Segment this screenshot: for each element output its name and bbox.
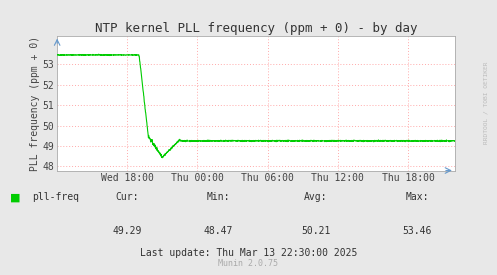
Text: 49.29: 49.29 (112, 226, 142, 235)
Text: 48.47: 48.47 (204, 226, 234, 235)
Text: Last update: Thu Mar 13 22:30:00 2025: Last update: Thu Mar 13 22:30:00 2025 (140, 248, 357, 257)
Text: Munin 2.0.75: Munin 2.0.75 (219, 259, 278, 268)
Title: NTP kernel PLL frequency (ppm + 0) - by day: NTP kernel PLL frequency (ppm + 0) - by … (95, 21, 417, 35)
Text: Max:: Max: (406, 192, 429, 202)
Text: Min:: Min: (207, 192, 231, 202)
Text: Cur:: Cur: (115, 192, 139, 202)
Text: Avg:: Avg: (304, 192, 328, 202)
Text: 53.46: 53.46 (403, 226, 432, 235)
Text: pll-freq: pll-freq (32, 192, 80, 202)
Text: 50.21: 50.21 (301, 226, 331, 235)
Text: ■: ■ (10, 192, 20, 202)
Text: RRDTOOL / TOBI OETIKER: RRDTOOL / TOBI OETIKER (484, 62, 489, 144)
Y-axis label: PLL frequency (ppm + 0): PLL frequency (ppm + 0) (30, 35, 40, 171)
